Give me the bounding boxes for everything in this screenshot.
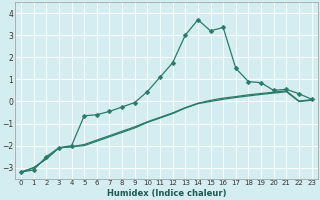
X-axis label: Humidex (Indice chaleur): Humidex (Indice chaleur): [107, 189, 226, 198]
